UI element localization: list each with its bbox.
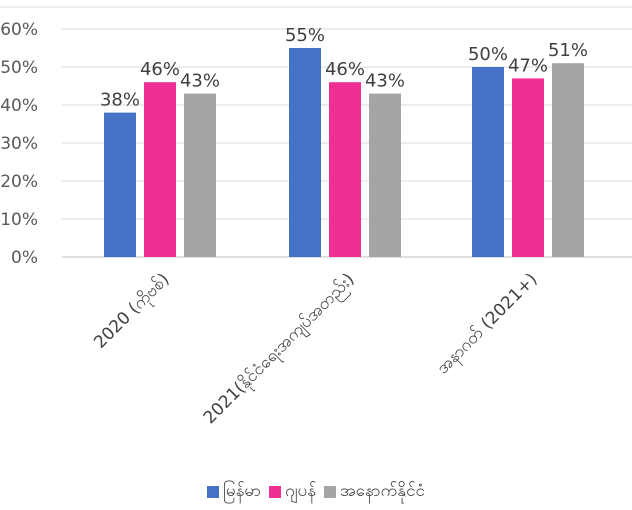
legend-label-japan: ဂျပန် — [285, 480, 317, 501]
bar — [329, 82, 361, 257]
y-tick-label: 50% — [0, 58, 38, 78]
data-label: 46% — [325, 59, 365, 80]
bar-chart: 0%10%20%30%40%50%60%38%46%43%2020 (ကိုဗစ… — [0, 6, 632, 431]
bar — [144, 82, 176, 257]
category-label: အနာဂတ် (2021+) — [433, 269, 544, 380]
legend-swatch-western — [324, 486, 337, 498]
legend-label-western: အနောက်နိုင်ငံ — [340, 480, 425, 501]
y-tick-label: 10% — [0, 210, 38, 230]
legend-item-japan: ဂျပန် — [269, 480, 316, 505]
bar — [104, 112, 136, 257]
data-label: 50% — [468, 44, 508, 65]
data-label: 55% — [285, 25, 325, 46]
category-label: 2020 (ကိုဗစ်) — [90, 269, 175, 354]
legend-item-western: အနောက်နိုင်ငံ — [324, 480, 425, 505]
bar — [512, 78, 544, 258]
bar — [289, 48, 321, 257]
legend-swatch-japan — [269, 486, 282, 498]
data-label: 46% — [140, 59, 180, 80]
data-label: 47% — [508, 55, 548, 76]
bar — [472, 67, 504, 257]
bar — [184, 93, 216, 257]
chart-legend: မြန်မာ ဂျပန် အနောက်နိုင်ငံ — [0, 480, 632, 504]
y-tick-label: 0% — [11, 248, 38, 268]
y-tick-label: 60% — [0, 20, 38, 40]
bar — [552, 63, 584, 258]
y-tick-label: 30% — [0, 134, 38, 154]
y-tick-label: 20% — [0, 172, 38, 192]
legend-item-myanmar: မြန်မာ — [207, 480, 261, 505]
data-label: 38% — [100, 90, 140, 111]
legend-label-myanmar: မြန်မာ — [223, 480, 262, 501]
data-label: 43% — [365, 71, 405, 92]
bar — [369, 93, 401, 257]
category-label: 2021(နိုင်ငံရေးအကျပ်အတည်း) — [199, 269, 361, 431]
y-tick-label: 40% — [0, 96, 38, 116]
data-label: 43% — [180, 71, 220, 92]
data-label: 51% — [548, 40, 588, 61]
legend-swatch-myanmar — [207, 486, 220, 498]
